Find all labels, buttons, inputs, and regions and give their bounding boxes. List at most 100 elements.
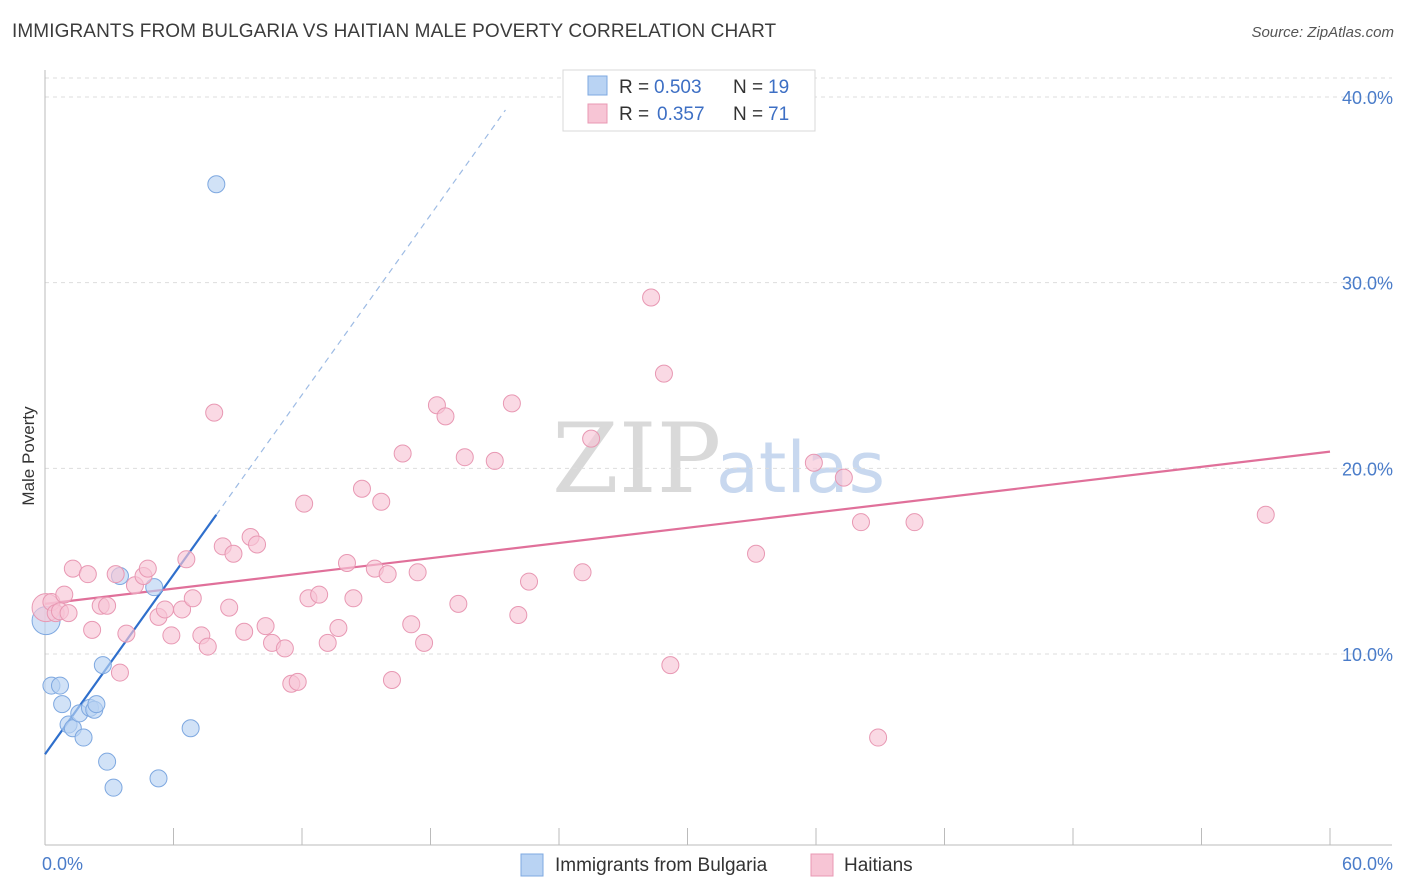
haitians-point [55, 585, 74, 604]
haitians-point [485, 451, 504, 470]
haitians-point [415, 633, 434, 652]
haitians-point [78, 565, 97, 584]
haitians-point [573, 563, 592, 582]
haitians-point [155, 600, 174, 619]
axes [44, 70, 1392, 846]
legend-swatch-pink [587, 103, 608, 124]
haitians-point [654, 364, 673, 383]
haitians-point [509, 606, 528, 625]
haitians-point [162, 626, 181, 645]
haitians-point [905, 513, 924, 532]
legend-n-value-pink: 71 [768, 104, 789, 125]
haitians-point [224, 544, 243, 563]
legend-r-value-pink: 0.357 [657, 104, 705, 125]
haitians-point [408, 563, 427, 582]
haitians-point [520, 572, 539, 591]
legend-r-label-pink: R = [619, 104, 649, 125]
y-tick-labels: 10.0% 20.0% 30.0% 40.0% [1342, 88, 1393, 665]
haitians-point [402, 615, 421, 634]
haitians-point [382, 670, 401, 689]
haitians-point [747, 544, 766, 563]
bulgaria-point [87, 695, 106, 714]
haitians-point [256, 617, 275, 636]
haitians-point [804, 453, 823, 472]
trend-line-extension-bulgaria [215, 109, 506, 516]
bulgaria-point [53, 695, 72, 714]
x-tick-label: 60.0% [1342, 854, 1393, 874]
haitians-point [642, 288, 661, 307]
haitians-point [183, 589, 202, 608]
y-tick-label: 40.0% [1342, 88, 1393, 108]
legend-n-value-blue: 19 [768, 77, 789, 98]
x-tick-labels: 0.0% 60.0% [42, 854, 1393, 874]
watermark: ZIP atlas [552, 403, 885, 515]
haitians-point [869, 728, 888, 747]
legend-n-label-blue: N = [733, 77, 763, 98]
haitians-point [449, 594, 468, 613]
haitians-point [661, 656, 680, 675]
haitians-point [275, 639, 294, 658]
legend-n-label-pink: N = [733, 104, 763, 125]
haitians-point [173, 600, 192, 619]
haitians-point [582, 429, 601, 448]
haitians-point [378, 565, 397, 584]
haitians-point [329, 619, 348, 638]
legend-r-value-blue: 0.503 [654, 77, 702, 98]
x-tick-label: 0.0% [42, 854, 83, 874]
bulgaria-point [149, 769, 168, 788]
source-label: Source: ZipAtlas.com [1251, 24, 1394, 41]
bulgaria-point [104, 778, 123, 797]
data-points [31, 175, 1275, 797]
haitians-point [235, 622, 254, 641]
bulgaria-point [98, 752, 117, 771]
haitians-point [502, 394, 521, 413]
legend-swatch-blue [587, 75, 608, 96]
haitians-point [205, 403, 224, 422]
bulgaria-point [74, 728, 93, 747]
haitians-point [310, 585, 329, 604]
haitians-point [117, 624, 136, 643]
haitians-point [295, 494, 314, 513]
bottom-legend-swatch-haitians [810, 853, 834, 877]
y-tick-label: 30.0% [1342, 274, 1393, 294]
haitians-point [198, 637, 217, 656]
haitians-point [63, 559, 82, 578]
bottom-legend: Immigrants from Bulgaria Haitians [520, 853, 913, 877]
trend-line-haitians [44, 450, 1331, 605]
bulgaria-point [93, 656, 112, 675]
bottom-legend-label-haitians: Haitians [844, 855, 913, 876]
bulgaria-point [145, 578, 164, 597]
haitians-point [352, 479, 371, 498]
haitians-point [337, 554, 356, 573]
haitians-point [1256, 505, 1275, 524]
haitians-point [106, 565, 125, 584]
haitians-point [393, 444, 412, 463]
haitians-point [372, 492, 391, 511]
haitians-point [98, 596, 117, 615]
y-axis-label: Male Poverty [19, 406, 38, 506]
y-tick-label: 10.0% [1342, 645, 1393, 665]
bottom-legend-label-bulgaria: Immigrants from Bulgaria [555, 855, 768, 876]
grid-lines [45, 77, 1392, 655]
haitians-point [344, 589, 363, 608]
haitians-point [138, 559, 157, 578]
legend: R = 0.503 N = 19 R = 0.357 N = 71 [562, 69, 816, 132]
bulgaria-point [50, 676, 69, 695]
haitians-point [455, 448, 474, 467]
haitians-point [83, 620, 102, 639]
chart-title: IMMIGRANTS FROM BULGARIA VS HAITIAN MALE… [12, 21, 777, 42]
haitians-point [59, 604, 78, 623]
haitians-point [220, 598, 239, 617]
haitians-point [834, 468, 853, 487]
bottom-legend-swatch-bulgaria [520, 853, 544, 877]
haitians-point [436, 407, 455, 426]
haitians-point [110, 663, 129, 682]
bulgaria-point [181, 719, 200, 738]
haitians-point [318, 633, 337, 652]
watermark-zip: ZIP [552, 403, 721, 515]
haitians-point [288, 672, 307, 691]
haitians-point [851, 513, 870, 532]
y-tick-label: 20.0% [1342, 459, 1393, 479]
haitians-point [248, 535, 267, 554]
